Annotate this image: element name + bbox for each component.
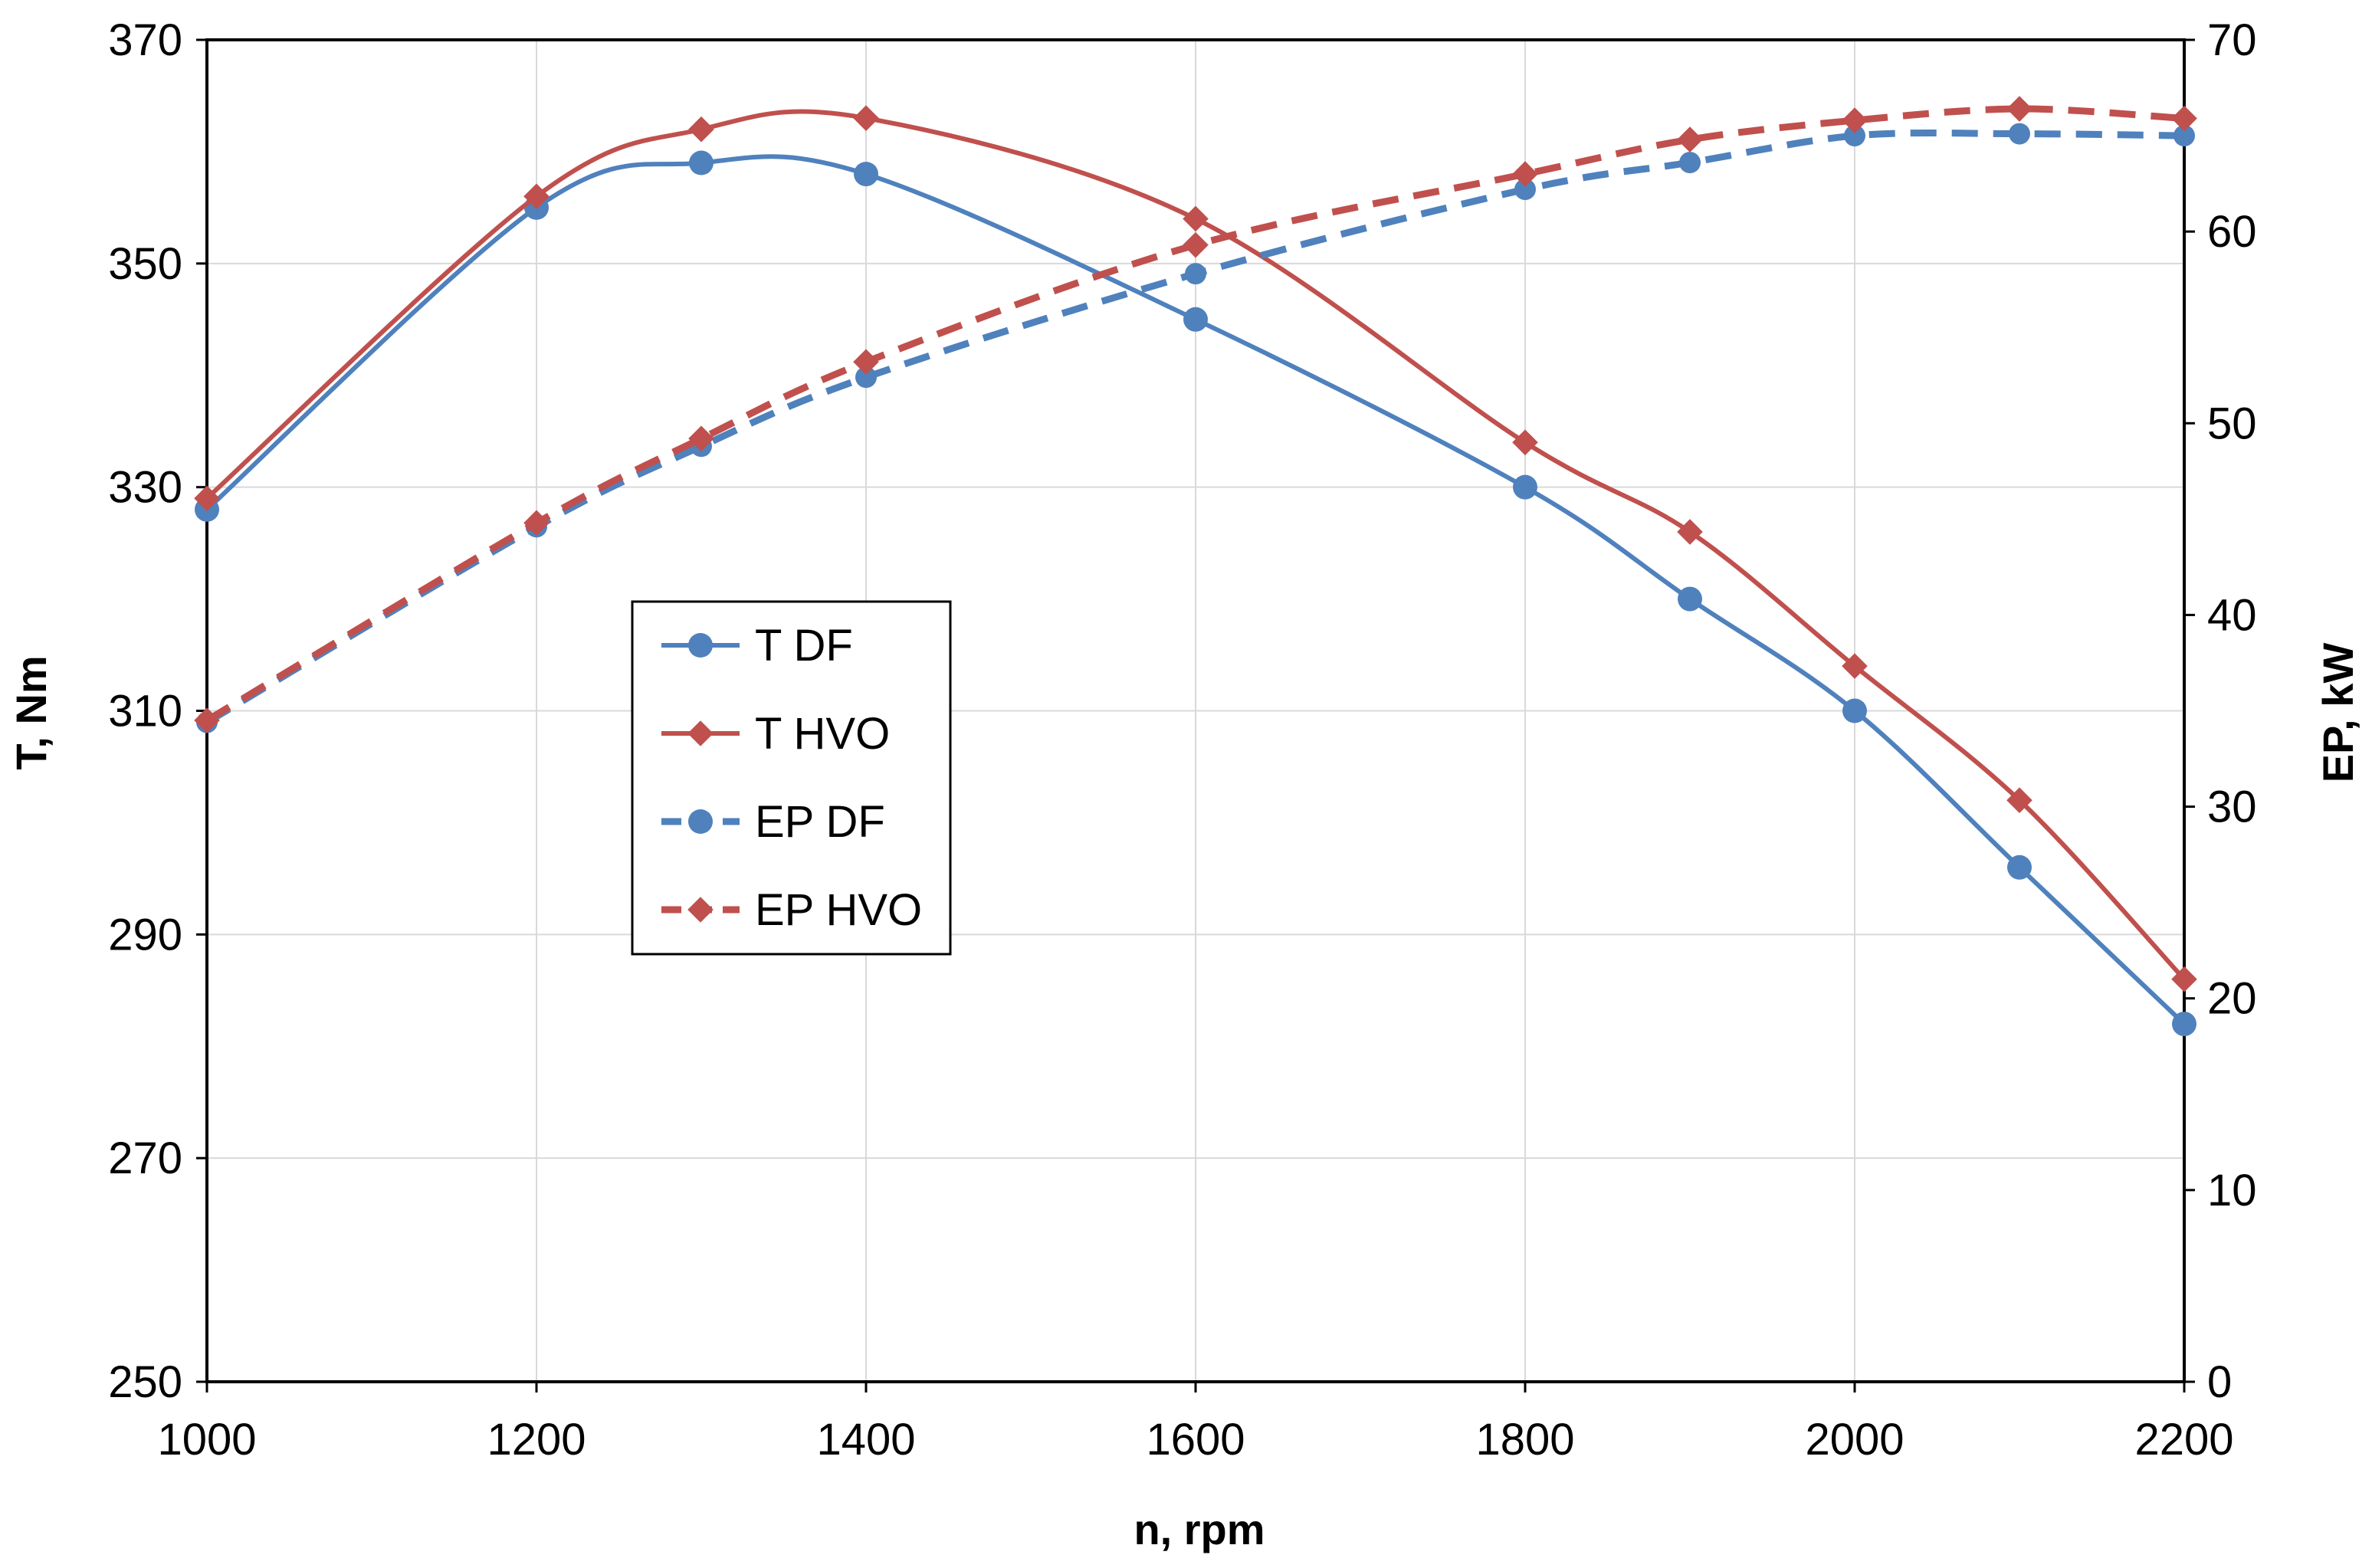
data-point [1183, 205, 1209, 232]
left-y-tick-label: 370 [108, 15, 182, 65]
right-y-tick-label: 60 [2207, 207, 2257, 257]
data-point [2174, 125, 2195, 147]
left-y-tick-label: 330 [108, 463, 182, 513]
legend-marker [687, 897, 714, 923]
data-point [2006, 787, 2032, 814]
x-tick-label: 1200 [487, 1415, 586, 1465]
data-point [194, 707, 220, 733]
legend-entry: T HVO [661, 709, 890, 759]
left-y-tick-label: 270 [108, 1133, 182, 1183]
data-point [194, 485, 220, 512]
x-tick-label: 1000 [157, 1415, 256, 1465]
legend-label: T HVO [755, 709, 890, 759]
x-tick-label: 2200 [2134, 1415, 2233, 1465]
data-point [1513, 474, 1537, 500]
x-tick-label: 1400 [816, 1415, 915, 1465]
legend-entry: EP DF [661, 797, 885, 847]
legend-marker [687, 720, 714, 746]
data-point [523, 183, 550, 210]
data-point [1183, 231, 1209, 258]
data-point [2006, 96, 2032, 122]
data-point [2171, 966, 2197, 992]
legend-entry: T DF [661, 621, 853, 671]
x-tick-label: 1600 [1146, 1415, 1245, 1465]
right-y-tick-label: 40 [2207, 590, 2257, 640]
series-line [205, 109, 2187, 981]
left-y-tick-label: 350 [108, 239, 182, 289]
data-point [1512, 429, 1538, 456]
right-y-tick-label: 70 [2207, 15, 2257, 65]
series-line [205, 154, 2187, 1026]
legend-marker [688, 633, 713, 658]
data-point [1679, 152, 1701, 174]
legend: T DF T HVO EP DF EP HVO [631, 600, 952, 956]
legend-label: T DF [755, 621, 853, 671]
data-point [2009, 123, 2030, 145]
legend-box [631, 600, 952, 956]
right-y-tick-label: 10 [2207, 1166, 2257, 1215]
series-line [205, 105, 2185, 723]
data-point [688, 116, 714, 143]
data-point [853, 105, 879, 131]
data-point [1677, 126, 1703, 153]
legend-label: EP HVO [755, 885, 922, 935]
tick-labels: 1000 1200 1400 1600 1800 2000 2200 250 270 290 310… [108, 15, 2256, 1465]
data-point [523, 510, 550, 536]
data-point [1842, 107, 1868, 133]
series-line [205, 129, 2185, 726]
x-tick-label: 2000 [1805, 1415, 1904, 1465]
data-point [1677, 519, 1703, 545]
right-y-tick-label: 30 [2207, 782, 2257, 832]
data-point [1842, 698, 1867, 723]
data-point [854, 162, 878, 187]
data-point [1185, 263, 1206, 285]
data-point [855, 366, 877, 389]
data-point [1514, 179, 1536, 201]
data-point [2172, 1012, 2196, 1037]
x-tick-label: 1800 [1475, 1415, 1574, 1465]
left-y-tick-label: 310 [108, 687, 182, 736]
x-axis-title: n, rpm [1134, 1505, 1265, 1553]
data-point [1844, 125, 1865, 147]
left-axis-title: T, Nm [7, 655, 55, 769]
series-t-hvo [194, 105, 2197, 992]
data-point [1183, 307, 1208, 332]
data-point [1678, 586, 1702, 612]
legend-marker [688, 809, 713, 834]
data-point [1512, 161, 1538, 187]
left-y-tick-label: 290 [108, 910, 182, 959]
data-point [853, 349, 879, 376]
data-point [1842, 653, 1868, 679]
series-ep-hvo [194, 96, 2197, 733]
data-point [689, 150, 714, 175]
legend-label: EP DF [755, 797, 885, 847]
data-point [2007, 855, 2032, 880]
left-y-tick-label: 250 [108, 1357, 182, 1407]
right-y-tick-label: 50 [2207, 399, 2257, 448]
right-y-tick-label: 0 [2207, 1357, 2232, 1407]
series [194, 96, 2197, 1037]
data-point [2171, 105, 2197, 132]
right-axis-title: EP, kW [2314, 643, 2362, 783]
legend-entry: EP HVO [661, 885, 922, 935]
right-y-tick-label: 20 [2207, 974, 2257, 1024]
data-point [688, 425, 714, 452]
